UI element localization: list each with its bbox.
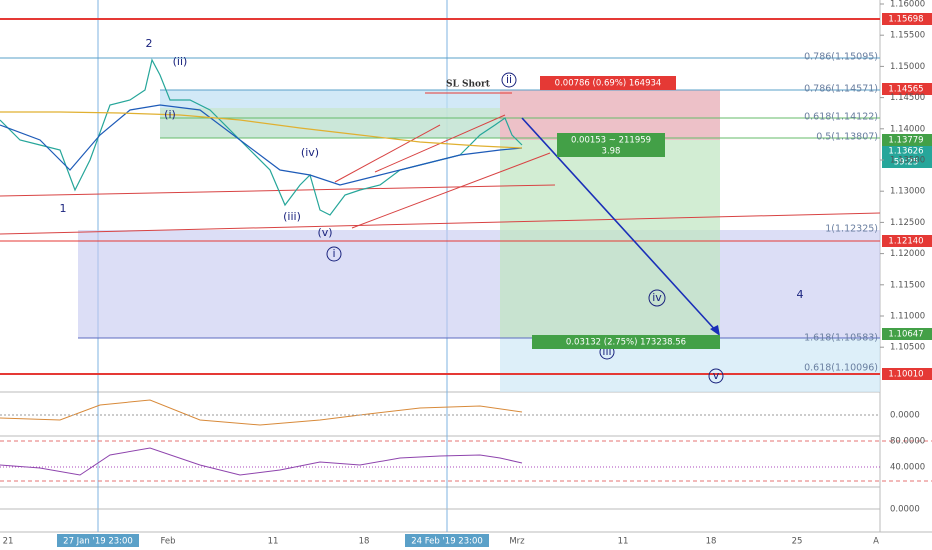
moving-average xyxy=(0,104,523,186)
indicator-tick: 0.0000 xyxy=(890,411,920,421)
wave-label: (iv) xyxy=(301,146,319,159)
wave-circle xyxy=(326,246,342,262)
price-tag: 1.13779 xyxy=(888,136,923,146)
date-label: 11 xyxy=(268,537,279,547)
price-tick-label: 1.16000 xyxy=(890,0,925,10)
wave-label: iv xyxy=(652,291,662,304)
date-label: 18 xyxy=(706,537,717,547)
range-zone xyxy=(78,230,880,338)
price-tick-label: 1.13500 xyxy=(890,156,925,166)
date-label: A xyxy=(873,537,879,547)
wave-label: 4 xyxy=(797,288,804,301)
annotation: SL Short xyxy=(446,80,491,90)
date-label: 25 xyxy=(792,537,803,547)
price-tag: 1.10647 xyxy=(888,330,923,340)
indicator-tick: 0.0000 xyxy=(890,505,920,515)
wave-circle xyxy=(501,72,517,88)
fib-label: 0.618(1.10096) xyxy=(804,363,878,374)
tag-bg xyxy=(882,146,932,168)
projection-arrow xyxy=(521,117,719,334)
price-tag: 1.14565 xyxy=(888,85,923,95)
target-zone xyxy=(500,140,720,338)
wave-label: 1 xyxy=(60,202,67,215)
tag-bg xyxy=(882,134,932,146)
price-tag: 1.15698 xyxy=(888,15,923,25)
date-highlight xyxy=(405,534,489,547)
date-label: Feb xyxy=(160,537,175,547)
wave-label: iii xyxy=(602,345,611,358)
price-tick-label: 1.14500 xyxy=(890,93,925,103)
target-label-bg xyxy=(532,335,720,349)
fib-label: 1(1.12325) xyxy=(825,224,878,235)
bar-timer: 59:25 xyxy=(894,158,919,168)
fib-label: 0.786(1.15095) xyxy=(804,52,878,63)
wave-label: (iii) xyxy=(283,210,301,223)
price-tick-label: 1.10500 xyxy=(890,343,925,353)
stop-label: 0.00786 (0.69%) 164934 xyxy=(555,79,662,89)
price-tag: 1.10010 xyxy=(888,370,923,380)
wave-label: i xyxy=(332,247,335,260)
wave-label: ii xyxy=(506,73,512,86)
price-tick-label: 1.15500 xyxy=(890,31,925,41)
price-tick-label: 1.12000 xyxy=(890,249,925,259)
price-tag: 1.13626 xyxy=(888,147,923,157)
date-label: 24 Feb '19 23:00 xyxy=(411,537,483,547)
tag-bg xyxy=(882,368,932,380)
price-tick-label: 1.13000 xyxy=(890,187,925,197)
price-tick-label: 1.11500 xyxy=(890,280,925,290)
wave-circle xyxy=(708,368,724,384)
channel-line xyxy=(351,152,551,229)
entry-label-bg xyxy=(557,133,665,157)
date-label: 21 xyxy=(3,537,14,547)
indicator-tick: 80.0000 xyxy=(890,437,925,447)
arrow-head xyxy=(710,325,720,336)
price-tick-label: 1.14000 xyxy=(890,124,925,134)
date-highlight xyxy=(57,534,139,547)
price-tick-label: 1.15000 xyxy=(890,62,925,72)
moving-average xyxy=(0,111,523,149)
fib-label: 1.618(1.10583) xyxy=(804,333,878,344)
tag-bg xyxy=(882,328,932,340)
tag-bg xyxy=(882,235,932,247)
wave-label: (ii) xyxy=(173,55,188,68)
date-label: Mrz xyxy=(509,537,525,547)
wave-circle xyxy=(648,289,666,307)
indicator-tick: 40.0000 xyxy=(890,463,925,473)
channel-line xyxy=(334,124,441,183)
fib-zone xyxy=(160,108,500,138)
wave-label: 2 xyxy=(146,37,153,50)
tag-bg xyxy=(882,13,932,25)
stop-zone xyxy=(500,90,720,140)
price-tick-label: 1.11000 xyxy=(890,312,925,322)
wave-label: v xyxy=(713,369,720,382)
rsi-line xyxy=(0,447,523,476)
date-label: 18 xyxy=(359,537,370,547)
wave-label: (i) xyxy=(164,108,176,121)
tag-bg xyxy=(882,83,932,95)
fib-label: 0.786(1.14571) xyxy=(804,84,878,95)
risk-reward: 3.98 xyxy=(602,147,621,157)
date-label: 27 Jan '19 23:00 xyxy=(63,537,133,547)
price-tag: 1.12140 xyxy=(888,237,923,247)
date-label: 11 xyxy=(618,537,629,547)
wave-label: (v) xyxy=(317,226,332,239)
stop-label-bg xyxy=(540,76,676,90)
fib-label: 0.618(1.14122) xyxy=(804,112,878,123)
trend-line xyxy=(0,212,881,235)
fib-label: 0.5(1.13807) xyxy=(816,132,878,143)
macd-line xyxy=(0,399,523,426)
entry-label: 0.00153 ~ 211959 xyxy=(571,136,651,146)
target-label: 0.03132 (2.75%) 173238.56 xyxy=(566,338,686,348)
price-tick-label: 1.12500 xyxy=(890,218,925,228)
trend-line xyxy=(0,184,556,197)
